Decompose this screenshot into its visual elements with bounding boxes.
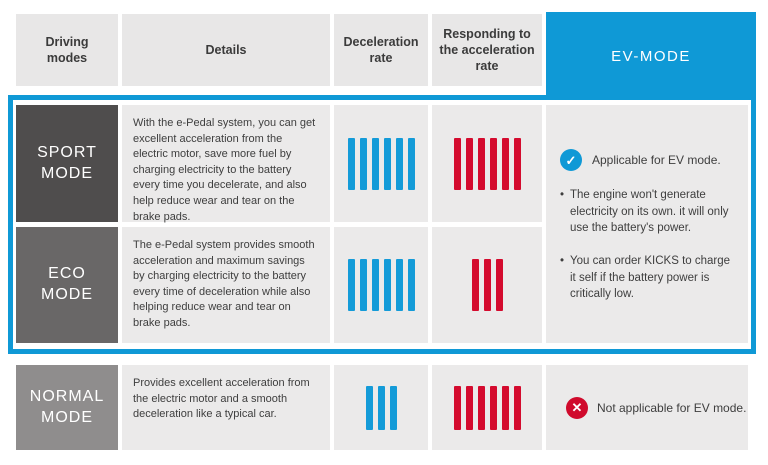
mode-box-normal-label-line2: MODE bbox=[41, 408, 93, 426]
mode-box-normal: NORMAL MODE bbox=[16, 365, 118, 450]
mode-box-eco-label-line1: ECO bbox=[48, 265, 86, 283]
ev-not-applicable-status-text: Not applicable for EV mode. bbox=[597, 400, 747, 415]
col-header-driving-modes: Driving modes bbox=[16, 14, 118, 86]
x-circle-icon: ✕ bbox=[566, 396, 588, 419]
mode-box-normal-label-line1: NORMAL bbox=[29, 387, 105, 405]
col-header-ev-mode-label: EV-MODE bbox=[611, 47, 691, 65]
ev-applicable-status-line: ✓ Applicable for EV mode. bbox=[560, 149, 736, 171]
mode-box-eco-label-line2: MODE bbox=[41, 286, 93, 303]
normal-acceleration-response-bars bbox=[432, 365, 542, 450]
ev-applicable-highlight-frame bbox=[8, 95, 756, 354]
mode-box-sport: SPORT MODE bbox=[16, 105, 118, 222]
mode-box-sport-label-line1: SPORT bbox=[37, 143, 97, 161]
col-header-deceleration-rate-label: Deceleration rate bbox=[343, 34, 419, 65]
eco-acceleration-response-bars bbox=[432, 227, 542, 343]
sport-deceleration-rate-bars bbox=[334, 105, 428, 222]
mode-box-eco: ECO MODE bbox=[16, 227, 118, 343]
ev-mode-applicable-cell: ✓ Applicable for EV mode. • The engine wo… bbox=[546, 105, 748, 343]
col-header-details: Details bbox=[122, 14, 330, 86]
col-header-acceleration-response: Responding to the acceleration rate bbox=[432, 14, 542, 86]
col-header-ev-mode: EV-MODE bbox=[546, 12, 756, 100]
details-eco: The e-Pedal system provides smooth accel… bbox=[122, 227, 330, 343]
col-header-driving-modes-label: Driving modes bbox=[45, 34, 89, 65]
normal-deceleration-rate-bars bbox=[334, 365, 428, 450]
check-circle-icon: ✓ bbox=[560, 149, 582, 171]
ev-applicable-notes: • The engine won't generate electricity o… bbox=[560, 189, 731, 301]
details-normal: Provides excellent acceleration from the… bbox=[122, 365, 330, 450]
details-eco-text: The e-Pedal system provides smooth accel… bbox=[133, 239, 315, 330]
sport-acceleration-response-bars bbox=[432, 105, 542, 222]
details-sport-text: With the e-Pedal system, you can get exc… bbox=[133, 117, 316, 223]
details-sport: With the e-Pedal system, you can get exc… bbox=[122, 105, 330, 223]
eco-deceleration-rate-bars bbox=[334, 227, 428, 343]
col-header-details-label: Details bbox=[205, 42, 247, 57]
ev-mode-not-applicable-cell: ✕ Not applicable for EV mode. bbox=[546, 365, 748, 450]
ev-applicable-status-text: Applicable for EV mode. bbox=[592, 153, 721, 167]
details-normal-text: Provides excellent acceleration from the… bbox=[133, 377, 310, 421]
col-header-acceleration-response-label: Responding to the acceleration rate bbox=[439, 26, 535, 74]
col-header-deceleration-rate: Deceleration rate bbox=[334, 14, 428, 86]
mode-box-sport-label-line2: MODE bbox=[41, 164, 93, 182]
